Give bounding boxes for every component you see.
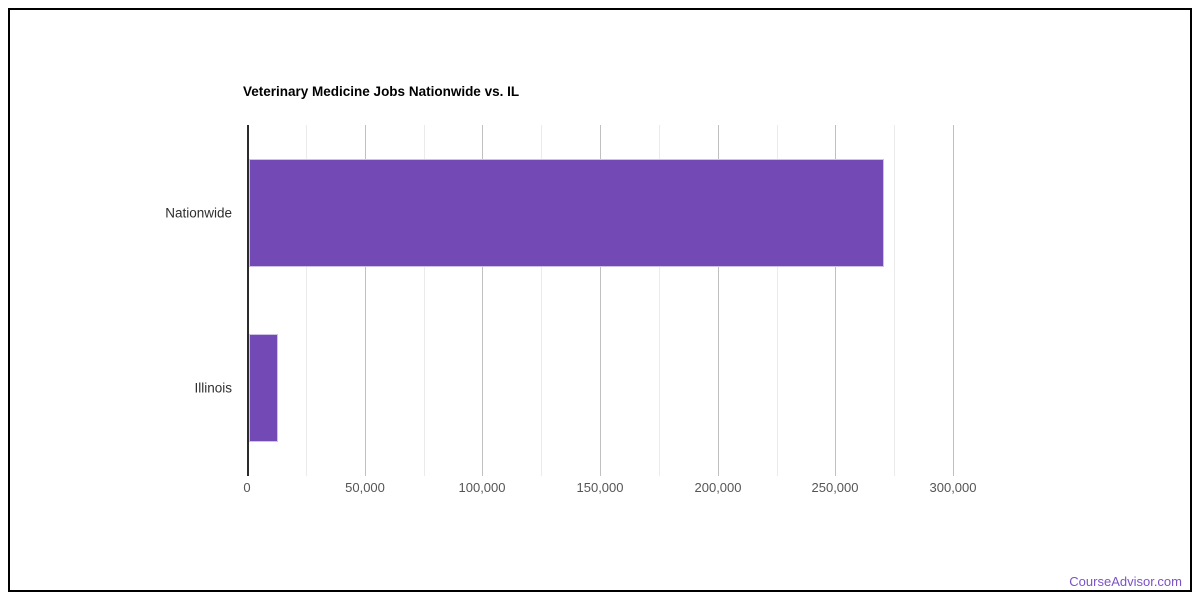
bar-illinois: [249, 334, 278, 442]
x-tick-label: 300,000: [929, 480, 977, 495]
x-tick-label: 0: [243, 480, 251, 495]
courseadvisor-link[interactable]: CourseAdvisor.com: [1069, 574, 1182, 589]
minor-gridline: [777, 125, 778, 476]
x-tick-label: 100,000: [458, 480, 506, 495]
minor-gridline: [306, 125, 307, 476]
x-tick-label: 50,000: [345, 480, 385, 495]
plot-area: [247, 125, 980, 476]
category-label-illinois: Illinois: [194, 380, 232, 396]
minor-gridline: [424, 125, 425, 476]
x-tick-label: 150,000: [576, 480, 624, 495]
x-tick-label: 250,000: [811, 480, 859, 495]
minor-gridline: [894, 125, 895, 476]
major-gridline: [365, 125, 366, 476]
major-gridline: [482, 125, 483, 476]
major-gridline: [953, 125, 954, 476]
minor-gridline: [659, 125, 660, 476]
x-tick-label: 200,000: [694, 480, 742, 495]
major-gridline: [600, 125, 601, 476]
major-gridline: [835, 125, 836, 476]
chart-title: Veterinary Medicine Jobs Nationwide vs. …: [243, 84, 520, 99]
major-gridline: [718, 125, 719, 476]
bar-nationwide: [249, 159, 884, 267]
minor-gridline: [541, 125, 542, 476]
y-axis-line: [247, 125, 249, 476]
category-label-nationwide: Nationwide: [165, 205, 232, 221]
